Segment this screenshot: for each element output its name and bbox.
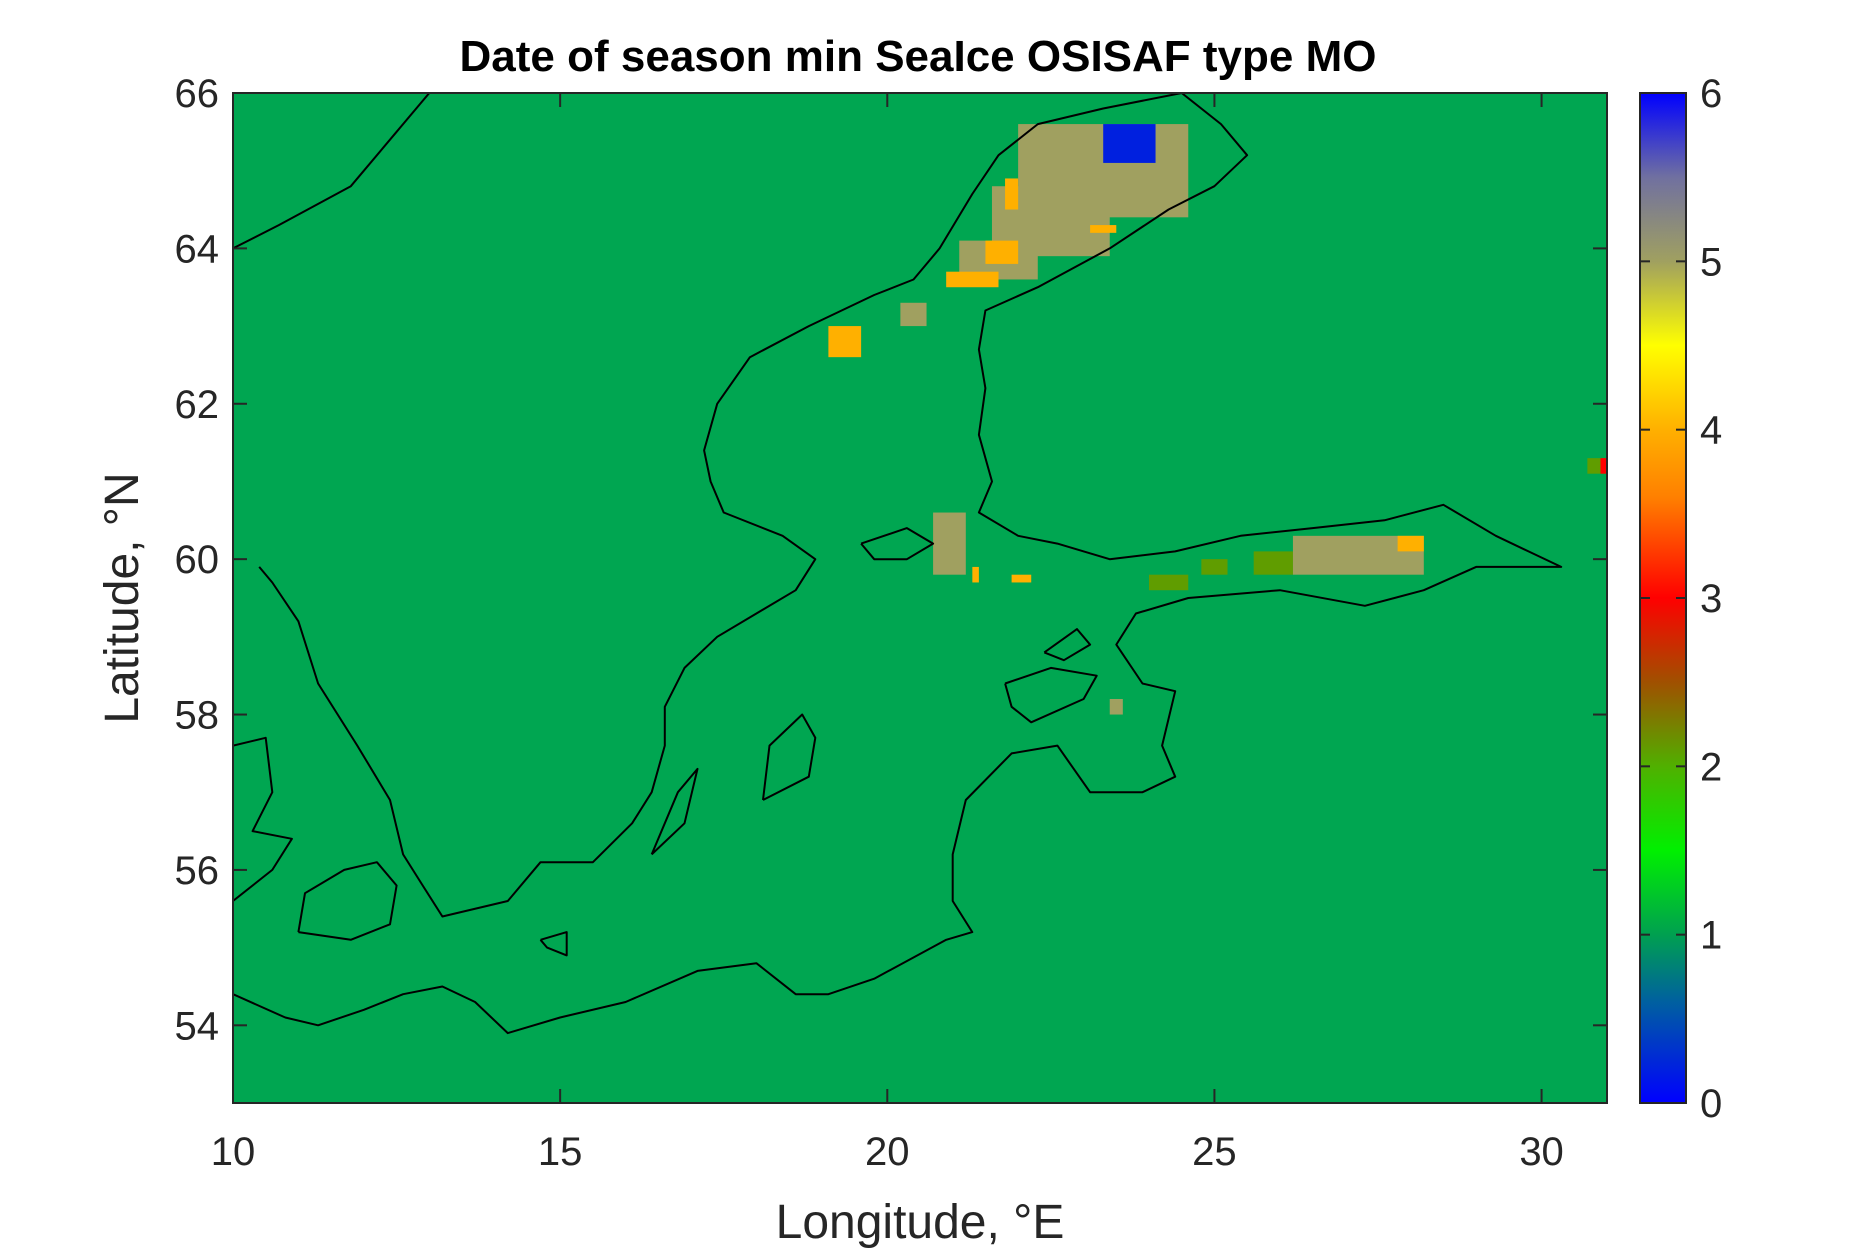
ice-cell bbox=[1103, 124, 1156, 163]
colorbar-tick-label: 3 bbox=[1700, 577, 1722, 621]
y-tick-label: 58 bbox=[175, 694, 220, 738]
aland-islands bbox=[860, 527, 935, 561]
danish-coast bbox=[233, 736, 293, 902]
ice-cell bbox=[985, 240, 1019, 264]
ice-cell bbox=[1090, 225, 1117, 233]
y-tick-label: 56 bbox=[175, 849, 220, 893]
ice-cell bbox=[900, 302, 927, 327]
ice-cell bbox=[1011, 574, 1032, 583]
ice-cell bbox=[1005, 178, 1019, 210]
colorbar-tick-label: 1 bbox=[1700, 914, 1722, 958]
x-axis-label: Longitude, °E bbox=[776, 1196, 1065, 1249]
colorbar-ticks: 0 1 2 3 4 5 6 bbox=[1640, 72, 1722, 1126]
x-tick-label: 20 bbox=[865, 1130, 910, 1174]
gotland-island bbox=[762, 713, 817, 801]
bornholm-island bbox=[539, 931, 568, 957]
scandinavia-east-coast bbox=[258, 93, 1182, 918]
ice-cell bbox=[1253, 551, 1293, 575]
y-tick-label: 64 bbox=[175, 227, 220, 271]
y-tick-label: 62 bbox=[175, 383, 220, 427]
chart-title: Date of season min SeaIce OSISAF type MO bbox=[460, 32, 1377, 81]
colorbar-tick-label: 4 bbox=[1700, 409, 1722, 453]
x-tick-label: 30 bbox=[1519, 1130, 1564, 1174]
x-tick-label: 15 bbox=[538, 1130, 583, 1174]
x-axis-ticks: 10 15 20 25 30 bbox=[211, 93, 1564, 1174]
oland-island bbox=[650, 767, 699, 856]
ice-cell bbox=[972, 566, 979, 583]
colorbar-tick-label: 0 bbox=[1700, 1082, 1722, 1126]
x-tick-label: 10 bbox=[211, 1130, 256, 1174]
colorbar-tick-label: 5 bbox=[1700, 240, 1722, 284]
y-tick-label: 66 bbox=[175, 72, 220, 116]
colorbar-tick-label: 6 bbox=[1700, 72, 1722, 116]
ice-cell bbox=[1397, 535, 1424, 552]
ice-cells bbox=[828, 124, 1607, 715]
y-tick-label: 54 bbox=[175, 1004, 220, 1048]
ice-cell bbox=[828, 326, 862, 358]
y-axis-ticks: 54 56 58 60 62 64 66 bbox=[175, 72, 1607, 1048]
ice-cell bbox=[1149, 574, 1189, 591]
finnish-coast bbox=[233, 93, 1563, 1035]
colorbar-tick-label: 2 bbox=[1700, 745, 1722, 789]
ice-cell bbox=[1109, 699, 1123, 715]
ice-cell bbox=[933, 512, 966, 575]
ice-cell bbox=[1201, 559, 1228, 575]
colorbar: 0 1 2 3 4 5 6 bbox=[1639, 72, 1722, 1126]
ice-cell bbox=[1600, 458, 1607, 474]
plot-background bbox=[233, 93, 1607, 1103]
coastlines bbox=[233, 93, 1563, 1035]
ice-cell bbox=[946, 271, 999, 288]
y-tick-label: 60 bbox=[175, 538, 220, 582]
hiiumaa-island bbox=[1043, 628, 1092, 662]
plot-area: 10 15 20 25 30 54 56 58 60 62 64 66 bbox=[175, 72, 1608, 1174]
x-tick-label: 25 bbox=[1192, 1130, 1237, 1174]
saaremaa-island bbox=[1004, 666, 1098, 724]
zealand-island bbox=[297, 861, 398, 941]
swedish-coast bbox=[233, 93, 431, 250]
y-axis-label: Latitude, °N bbox=[96, 472, 149, 723]
plot-frame bbox=[232, 92, 1608, 1104]
